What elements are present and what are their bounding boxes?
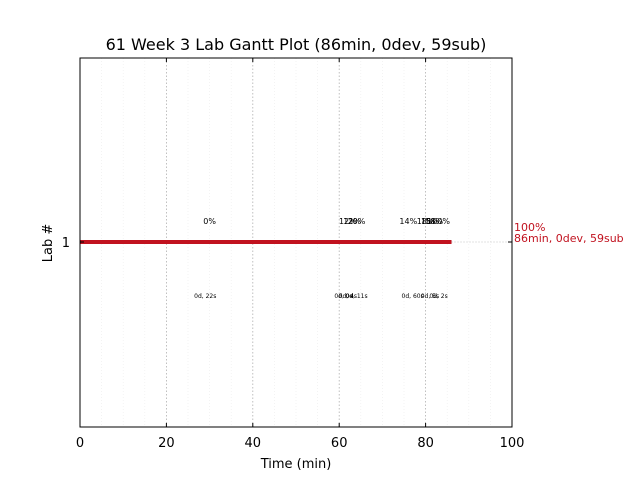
end-label-percent: 100% [514,221,545,234]
annotation-duration: 0d, 2s [429,293,447,300]
annotation-percent: 12% [343,217,361,226]
annotation-duration: 0d, 5s [421,293,439,300]
annotation-percent: 18% [421,217,439,226]
x-tick-label: 20 [158,436,175,451]
annotation-percent: 14% [399,217,417,226]
x-tick-label: 80 [417,436,434,451]
annotation-duration: 0d, 11s [345,293,367,300]
x-axis-label: Time (min) [260,457,332,472]
y-axis-ticks: 1 [62,236,512,251]
x-tick-label: 100 [500,436,525,451]
milestone-annotations: 0% 12%12%20% 14% 18%18%58%100%0d, 22s 0d, 0s… [194,217,450,300]
x-tick-label: 60 [331,436,348,451]
annotation-duration: 0d, 22s [194,293,216,300]
annotation-percent: 18% [417,217,435,226]
annotation-percent: 58% [425,217,443,226]
y-tick-label: 1 [62,236,70,251]
annotation-duration: 0d, 60s [402,293,424,300]
annotation-percent: 0% [203,217,216,226]
annotation-percent: 12% [339,217,357,226]
annotation-duration: 0d, 0s [334,293,352,300]
x-tick-label: 40 [245,436,262,451]
end-label-summary: 86min, 0dev, 59sub [514,232,624,245]
x-tick-label: 0 [76,436,84,451]
chart-title: 61 Week 3 Lab Gantt Plot (86min, 0dev, 5… [106,35,487,54]
y-axis-label: Lab # [41,224,56,263]
annotation-percent: 20% [348,217,366,226]
annotation-duration: 0d, 4s [339,293,357,300]
annotation-percent: 100% [427,217,450,226]
x-axis-ticks: 0 20 40 60 80 100 [76,58,525,451]
